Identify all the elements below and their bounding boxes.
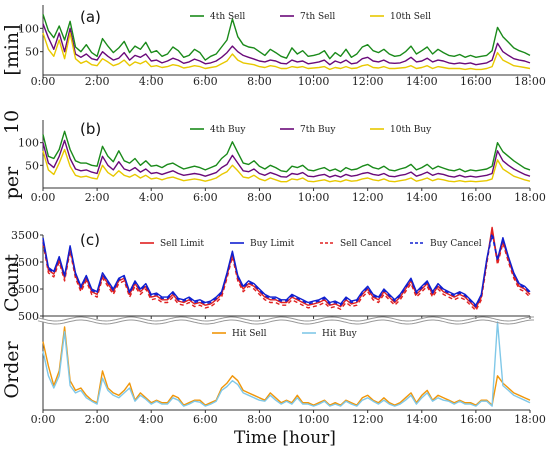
- x-tick-label: 6:00: [193, 413, 218, 426]
- y-tick-label: 50: [25, 159, 39, 172]
- x-tick-label: 8:00: [247, 191, 272, 204]
- x-tick-label: 0:00: [31, 75, 56, 88]
- ylabel-count: Count: [1, 254, 23, 312]
- series-line-hit-sell: [42, 326, 531, 406]
- series-line-buy-cancel: [42, 234, 531, 308]
- panel-a: 50 100 0:00 2:00 4:00 6:00 8:00 10:00 12:00 14:00…: [18, 5, 546, 88]
- legend-label: Hit Sell: [232, 329, 267, 339]
- x-tick-label: 14:00: [406, 413, 438, 426]
- x-tick-label: 4:00: [139, 75, 164, 88]
- x-tick-label: 0:00: [31, 191, 56, 204]
- series-line-10th-sell: [42, 32, 531, 71]
- x-tick-label: 16:00: [460, 413, 492, 426]
- y-tick-label: 100: [18, 137, 39, 150]
- x-tick-label: 2:00: [85, 413, 110, 426]
- panel-label: (b): [80, 120, 101, 138]
- y-tick-label: 50: [25, 46, 39, 59]
- series-line-7th-buy: [42, 139, 531, 178]
- legend-label: 4th Buy: [210, 125, 246, 135]
- x-tick-label: 4:00: [139, 191, 164, 204]
- x-tick-label: 2:00: [85, 75, 110, 88]
- legend-label: Hit Buy: [322, 329, 358, 339]
- legend-label: Sell Limit: [160, 239, 204, 249]
- ylabel-per: per: [1, 166, 23, 199]
- panel-label: (a): [80, 8, 101, 26]
- axis-break-wave: [37, 316, 534, 322]
- legend-label: Buy Limit: [250, 239, 295, 249]
- x-tick-label: 6:00: [193, 191, 218, 204]
- y-tick-label: 3500: [11, 229, 39, 242]
- x-tick-label: 4:00: [139, 413, 164, 426]
- x-tick-label: 6:00: [193, 75, 218, 88]
- panel-b: 50 100 0:00 2:00 4:00 6:00 8:00 10:00 12:00 14:00…: [18, 120, 546, 204]
- ylabel-min: [min]: [1, 24, 23, 75]
- x-tick-label: 12:00: [352, 75, 384, 88]
- x-tick-label: 10:00: [298, 75, 330, 88]
- ylabel-10: 10: [1, 110, 23, 134]
- legend-label: 7th Buy: [300, 125, 336, 135]
- series-line-buy-limit: [42, 231, 531, 306]
- xlabel: Time [hour]: [234, 428, 336, 448]
- x-tick-label: 18:00: [514, 413, 546, 426]
- legend-label: Sell Cancel: [340, 239, 392, 249]
- x-tick-label: 0:00: [31, 413, 56, 426]
- x-tick-label: 12:00: [352, 191, 384, 204]
- axis-break-wave-2: [37, 319, 534, 325]
- y-tick-label: 100: [18, 22, 39, 35]
- x-tick-label: 18:00: [514, 191, 546, 204]
- legend-label: 10th Buy: [390, 125, 432, 135]
- series-line-7th-sell: [42, 23, 531, 66]
- x-tick-label: 18:00: [514, 75, 546, 88]
- x-tick-label: 10:00: [298, 191, 330, 204]
- x-tick-label: 12:00: [352, 413, 384, 426]
- x-tick-label: 8:00: [247, 413, 272, 426]
- series-line-sell-cancel: [42, 228, 531, 312]
- panel-d: 0:00 2:00 4:00 6:00 8:00 10:00 12:00 14:00 16:00…: [31, 321, 546, 426]
- y-tick-label: 500: [18, 310, 39, 323]
- x-tick-label: 2:00: [85, 191, 110, 204]
- series-line-hit-buy: [42, 321, 531, 407]
- series-line-4th-buy: [42, 130, 531, 173]
- x-tick-label: 14:00: [406, 75, 438, 88]
- x-tick-label: 16:00: [460, 191, 492, 204]
- y-tick-label: 2500: [11, 256, 39, 269]
- x-tick-label: 14:00: [406, 191, 438, 204]
- panel-label: (c): [80, 231, 100, 249]
- ylabel-order: Order: [1, 341, 23, 399]
- legend-label: 4th Sell: [210, 12, 245, 22]
- panel-c: 500 1500 2500 3500 Sell Limit Buy Limit Sell C…: [11, 226, 531, 323]
- x-tick-label: 16:00: [460, 75, 492, 88]
- x-tick-label: 10:00: [298, 413, 330, 426]
- x-tick-label: 8:00: [247, 75, 272, 88]
- series-line-10th-buy: [42, 148, 531, 183]
- legend-label: 10th Sell: [390, 12, 431, 22]
- y-tick-label: 1500: [11, 283, 39, 296]
- legend-label: Buy Cancel: [430, 239, 482, 249]
- series-line-4th-sell: [42, 14, 531, 61]
- legend-label: 7th Sell: [300, 12, 335, 22]
